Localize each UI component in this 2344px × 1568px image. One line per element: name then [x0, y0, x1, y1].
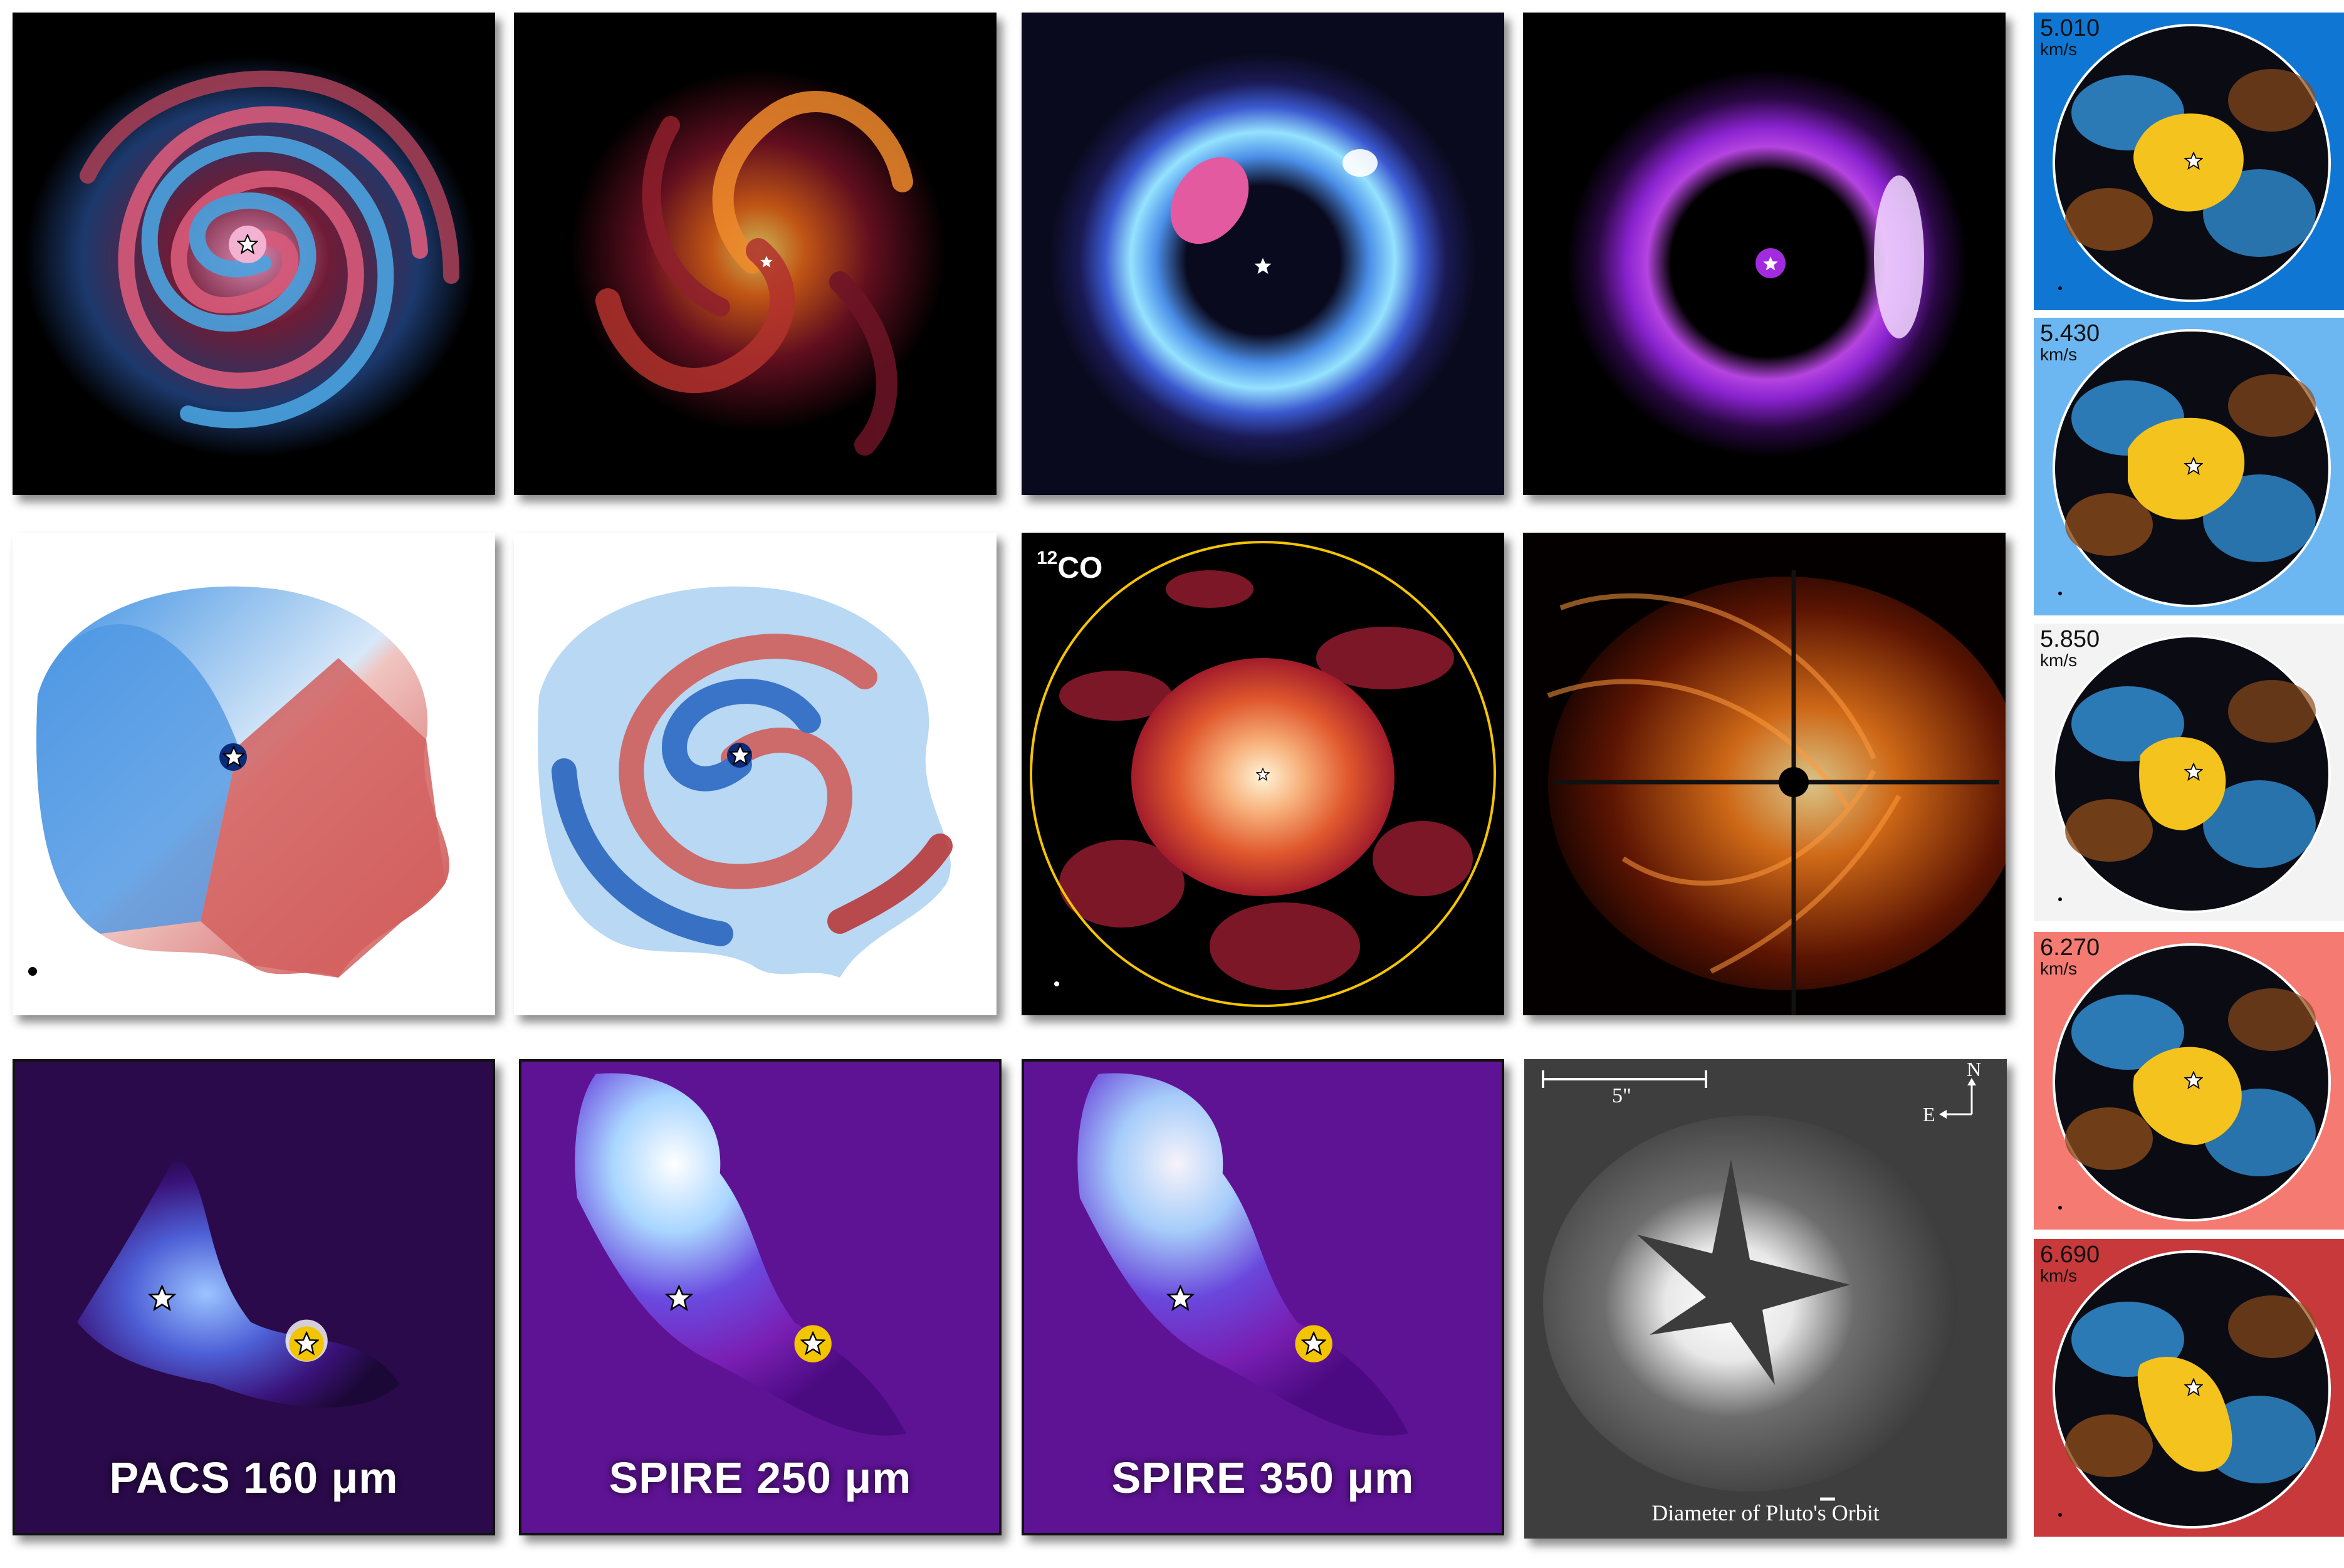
velocity-unit: km/s	[2040, 345, 2078, 364]
velocity-value: 5.850	[2040, 626, 2100, 652]
velocity-unit: km/s	[2040, 39, 2078, 59]
greyscale-hst-panel: 5" N E Diameter of Pluto's Orbit	[1524, 1059, 2007, 1539]
velocity-label: 6.270 km/s	[2040, 936, 2100, 978]
compass-north: N	[1967, 1059, 1982, 1080]
velocity-value: 6.270	[2040, 934, 2100, 961]
velocity-channel-panel: 5.850 km/s	[2034, 624, 2344, 921]
pluto-orbit-caption: Diameter of Pluto's Orbit	[1651, 1500, 1880, 1525]
co-emission-panel: 12CO	[1022, 533, 1504, 1015]
pacs-band-label: PACS 160 μm	[109, 1453, 399, 1502]
velocity-channel-panel: 5.010 km/s	[2034, 13, 2344, 310]
velocity-value: 6.690	[2040, 1241, 2100, 1268]
spire250-band-label: SPIRE 250 μm	[609, 1453, 912, 1502]
velocity-channel-panel: 6.690 km/s	[2034, 1239, 2344, 1537]
velocity-map-left-panel	[13, 533, 495, 1015]
velocity-unit: km/s	[2040, 1266, 2078, 1285]
spire-250-panel: SPIRE 250 μm	[519, 1059, 1002, 1535]
velocity-value: 5.010	[2040, 15, 2100, 41]
velocity-label: 5.430 km/s	[2040, 321, 2100, 364]
fire-nebula-image-panel	[514, 13, 997, 495]
pacs-160-panel: PACS 160 μm	[13, 1059, 495, 1535]
ring-image-panel	[1022, 13, 1504, 495]
velocity-unit: km/s	[2040, 959, 2078, 978]
compass-east: E	[1923, 1103, 1935, 1126]
hst-arcs-panel	[1523, 533, 2006, 1015]
velocity-label: 5.850 km/s	[2040, 627, 2100, 670]
spiral-image-panel	[13, 13, 495, 495]
spire-350-panel: SPIRE 350 μm	[1022, 1059, 1504, 1535]
velocity-label: 5.010 km/s	[2040, 16, 2100, 59]
spire350-band-label: SPIRE 350 μm	[1111, 1453, 1415, 1502]
velocity-unit: km/s	[2040, 651, 2078, 670]
purple-ring-image-panel	[1523, 13, 2006, 495]
co-label: 12CO	[1037, 548, 1103, 585]
velocity-channel-panel: 5.430 km/s	[2034, 318, 2344, 615]
velocity-value: 5.430	[2040, 320, 2100, 347]
velocity-channel-panel: 6.270 km/s	[2034, 932, 2344, 1230]
velocity-map-right-panel	[514, 533, 997, 1015]
scale-bar-label: 5"	[1612, 1084, 1631, 1107]
velocity-label: 6.690 km/s	[2040, 1243, 2100, 1285]
